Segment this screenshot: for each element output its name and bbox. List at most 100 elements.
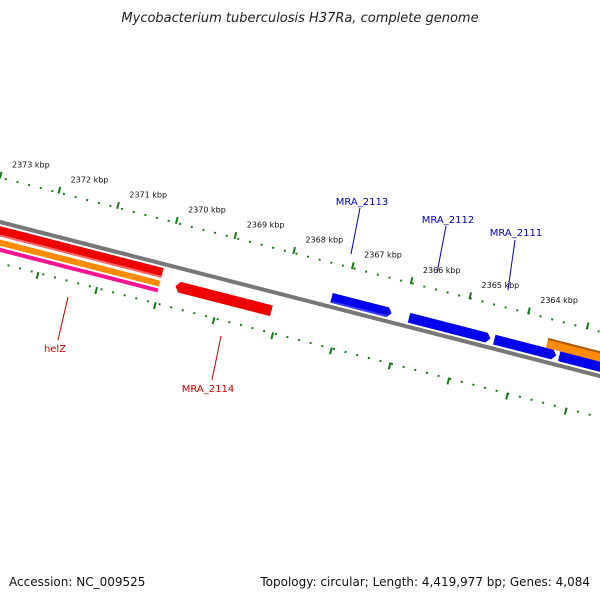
minor-tick (193, 311, 196, 315)
gene-leader-line (507, 239, 516, 291)
gene-helz-shadow (0, 226, 162, 278)
gene-right-feature[interactable] (557, 351, 600, 375)
minor-tick (65, 279, 68, 282)
minor-tick (376, 273, 380, 276)
gene-label-mra-2112[interactable]: MRA_2112 (422, 215, 474, 226)
minor-tick (321, 344, 324, 348)
tick-label: 2365 kbp (482, 281, 520, 290)
minor-tick (216, 317, 219, 321)
minor-tick (169, 306, 173, 309)
minor-tick (100, 288, 103, 291)
minor-tick (62, 192, 66, 196)
minor-tick (155, 216, 159, 220)
tick-label: 2364 kbp (540, 296, 578, 305)
minor-tick (539, 315, 542, 318)
gene-shadow (330, 301, 387, 318)
minor-tick (123, 294, 126, 297)
minor-tick (144, 213, 147, 217)
major-tick (94, 286, 99, 295)
major-tick (585, 322, 590, 330)
major-tick (527, 307, 531, 315)
minor-tick (16, 180, 19, 184)
minor-tick (204, 314, 208, 318)
minor-tick (306, 255, 310, 258)
minor-tick (228, 320, 231, 324)
minor-tick (213, 231, 217, 235)
minor-tick (425, 371, 429, 375)
major-tick (563, 407, 568, 415)
minor-tick (597, 330, 600, 333)
minor-tick (402, 365, 405, 369)
minor-tick (437, 374, 440, 378)
minor-tick (4, 177, 8, 181)
inner-tick-track (7, 264, 591, 416)
gene-helz-feature[interactable] (0, 218, 164, 278)
minor-tick (74, 195, 77, 199)
gene-mra-2114-feature[interactable] (174, 281, 273, 317)
minor-tick (446, 291, 449, 294)
major-tick (409, 277, 414, 285)
gene-mra-2113-feature[interactable] (330, 292, 393, 318)
minor-tick (576, 410, 580, 413)
minor-tick (364, 270, 368, 273)
minor-tick (388, 276, 391, 279)
minor-tick (530, 398, 533, 401)
major-tick (35, 271, 40, 280)
tick-label: 2372 kbp (71, 175, 109, 184)
gene-label-mra-2114[interactable]: MRA_2114 (182, 384, 234, 395)
minor-tick (76, 282, 80, 285)
minor-tick (483, 386, 487, 390)
minor-tick (53, 276, 57, 279)
minor-tick (390, 362, 394, 366)
minor-tick (492, 303, 496, 306)
major-tick (174, 216, 179, 225)
major-tick (57, 186, 62, 194)
minor-tick (111, 291, 115, 294)
minor-tick (516, 309, 519, 312)
tick-label: 2371 kbp (129, 190, 167, 199)
minor-tick (202, 228, 205, 232)
gene-label-mra-2113[interactable]: MRA_2113 (336, 197, 388, 208)
minor-tick (318, 258, 321, 261)
minor-tick (27, 183, 31, 187)
minor-tick (553, 404, 556, 407)
orange-feature-left (0, 231, 161, 287)
gene-leader-line (211, 335, 222, 381)
gene-leader-line (57, 296, 69, 341)
major-tick (153, 302, 157, 310)
tick-label: 2368 kbp (305, 236, 343, 245)
tick-label: 2366 kbp (423, 266, 461, 275)
minor-tick (341, 264, 345, 267)
orange-feature-edge (547, 338, 600, 360)
minor-tick (355, 353, 359, 357)
genome-backbone (0, 212, 600, 384)
minor-tick (260, 243, 263, 246)
minor-tick (135, 297, 138, 300)
tick-label: 2369 kbp (247, 221, 285, 230)
minor-tick (167, 219, 170, 223)
minor-tick (562, 321, 565, 324)
minor-tick (97, 201, 101, 205)
minor-tick (85, 198, 89, 202)
minor-tick (7, 264, 10, 267)
gene-label-helz[interactable]: helZ (44, 344, 66, 355)
gene-mra-2112-feature[interactable] (407, 312, 492, 344)
gene-mra-2111-feature[interactable] (493, 334, 557, 361)
minor-tick (109, 204, 112, 208)
minor-tick (379, 359, 382, 363)
minor-tick (42, 273, 45, 276)
minor-tick (330, 261, 333, 264)
minor-tick (283, 249, 287, 252)
major-tick (446, 377, 451, 385)
gene-leader-line (350, 207, 361, 255)
minor-tick (237, 237, 240, 241)
minor-tick (460, 380, 463, 384)
tick-label: 2373 kbp (12, 160, 50, 169)
minor-tick (574, 324, 577, 327)
minor-tick (472, 383, 475, 387)
major-tick (350, 261, 355, 270)
minor-tick (248, 240, 252, 243)
minor-tick (132, 210, 135, 214)
gene-label-mra-2111[interactable]: MRA_2111 (490, 228, 542, 239)
